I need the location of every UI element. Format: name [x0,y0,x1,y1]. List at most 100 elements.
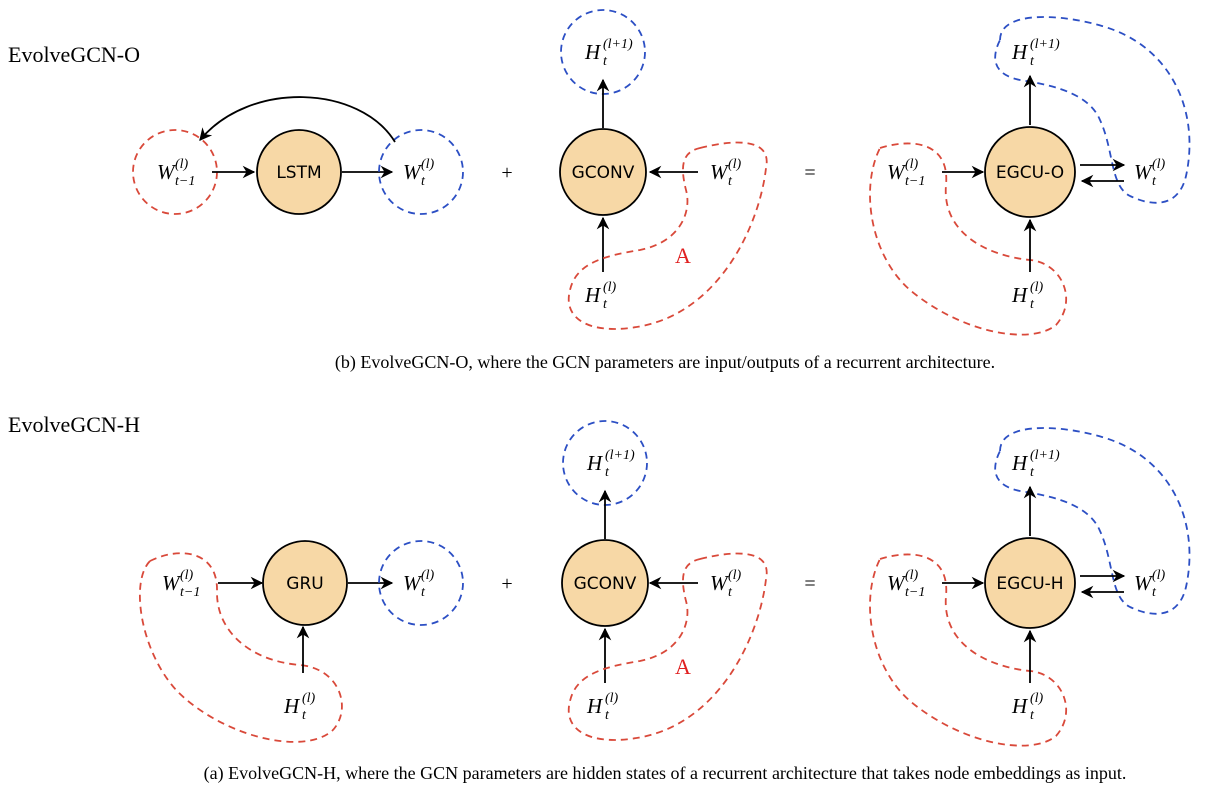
symbol-sub: t [421,585,426,600]
unit-label: LSTM [276,163,321,183]
symbol-sup: (l) [1030,691,1044,706]
unit-label: EGCU-O [996,163,1064,183]
unit-node [561,539,649,627]
symbol-sup: (l) [1030,280,1044,295]
dashed-loop [869,142,1067,336]
math-symbol: W (l) t [1134,157,1166,189]
unit-node [559,128,647,216]
math-symbol: H (l) t [1011,691,1044,723]
symbol-sup: (l) [180,568,194,583]
math-symbol: W (l) t [710,568,742,600]
symbol-sub: t−1 [905,174,925,189]
math-symbol: H (l+1) t [1011,37,1060,69]
unit-label: GCONV [572,163,635,183]
symbol-sub: t [1030,54,1035,69]
operator: + [501,573,512,595]
math-symbol: W (l) t [1134,568,1166,600]
symbol-sup: (l) [421,157,435,172]
dashed-loop [869,553,1067,747]
symbol-base: W [157,160,177,184]
symbol-base: H [584,40,602,64]
panel-title: EvolveGCN-H [8,412,140,437]
output-loop [378,540,464,626]
math-symbol: W (l) t−1 [162,568,200,600]
symbol-base: W [887,571,907,595]
symbol-sup: (l+1) [1030,448,1060,463]
math-symbol: H (l+1) t [584,37,633,69]
symbol-sub: t [1152,585,1157,600]
symbol-base: W [710,571,730,595]
symbol-sub: t−1 [175,174,195,189]
symbol-sup: (l+1) [1030,37,1060,52]
symbol-sup: (l) [728,568,742,583]
symbol-base: H [1011,283,1029,307]
symbol-sub: t [1152,174,1157,189]
symbol-sup: (l) [728,157,742,172]
symbol-sup: (l) [302,691,316,706]
symbol-base: W [1134,571,1154,595]
output-loop [378,129,464,215]
operator: = [804,162,815,184]
symbol-sub: t [302,708,307,723]
symbol-base: W [403,160,423,184]
caption: (a) EvolveGCN-H, where the GCN parameter… [204,763,1127,784]
math-symbol: H (l) t [586,691,619,723]
symbol-base: H [1011,694,1029,718]
unit-node [256,129,342,215]
operator: + [501,162,512,184]
symbol-sub: t [1030,297,1035,312]
math-symbol: W (l) t [403,568,435,600]
annotation: A [675,243,691,268]
symbol-sup: (l) [1152,157,1166,172]
symbol-sub: t [421,174,426,189]
symbol-sub: t [605,465,610,480]
symbol-base: W [1134,160,1154,184]
symbol-sub: t [728,174,733,189]
dashed-loop [567,552,768,741]
math-symbol: W (l) t−1 [887,157,925,189]
math-symbol: W (l) t [710,157,742,189]
symbol-sup: (l) [605,691,619,706]
symbol-sup: (l+1) [603,37,633,52]
unit-label: GCONV [574,574,637,594]
symbol-base: H [586,451,604,475]
math-symbol: H (l+1) t [586,448,635,480]
symbol-sup: (l) [1152,568,1166,583]
symbol-base: W [887,160,907,184]
annotation: A [675,654,691,679]
math-symbol: H (l) t [1011,280,1044,312]
operator: = [804,573,815,595]
math-symbol: W (l) t−1 [887,568,925,600]
symbol-sub: t [603,297,608,312]
symbol-base: H [584,283,602,307]
symbol-sub: t−1 [180,585,200,600]
symbol-sub: t [603,54,608,69]
math-symbol: W (l) t−1 [157,157,195,189]
math-symbol: H (l) t [283,691,316,723]
unit-node [984,126,1076,218]
dashed-loop [567,141,768,330]
symbol-base: H [1011,40,1029,64]
symbol-base: W [162,571,182,595]
unit-label: EGCU-H [996,574,1063,594]
dashed-loop [994,16,1191,204]
symbol-sub: t [605,708,610,723]
symbol-sup: (l) [603,280,617,295]
dashed-loop [139,552,343,743]
input-loop [132,129,218,215]
symbol-sub: t [728,585,733,600]
symbol-sub: t [1030,708,1035,723]
symbol-base: H [586,694,604,718]
unit-node [984,537,1076,629]
symbol-sub: t−1 [905,585,925,600]
dashed-loop [994,427,1191,615]
symbol-base: H [1011,451,1029,475]
caption: (b) EvolveGCN-O, where the GCN parameter… [335,352,995,373]
math-symbol: H (l) t [584,280,617,312]
unit-node [262,540,348,626]
unit-label: GRU [286,574,323,594]
panel-title: EvolveGCN-O [8,42,140,67]
